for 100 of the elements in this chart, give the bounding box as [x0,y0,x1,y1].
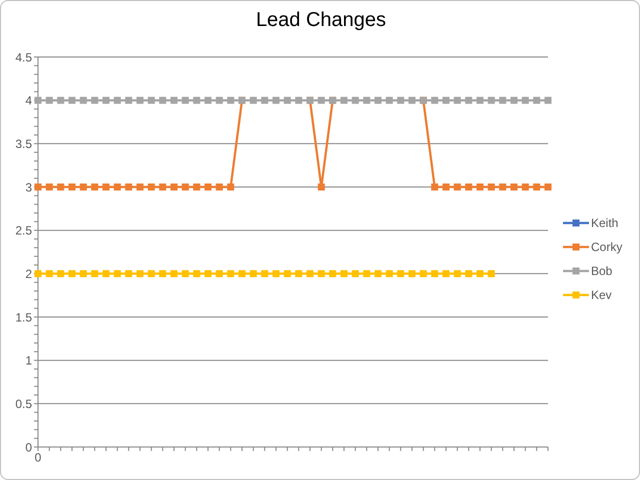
point [136,96,144,104]
point [488,270,495,278]
point [476,184,484,190]
point [318,270,325,278]
point [544,96,552,104]
point [68,96,76,104]
point [91,270,98,278]
point [295,96,302,104]
point [170,270,178,278]
point [386,96,393,104]
point [284,270,291,278]
point [46,184,53,190]
point [318,184,325,190]
point [533,96,540,104]
point [329,270,336,278]
point [136,184,144,190]
point [454,184,461,190]
point [374,270,382,278]
point [204,270,212,278]
point [465,184,472,190]
point [170,96,178,104]
point [306,270,314,278]
point [46,96,53,104]
point [431,96,438,104]
point [363,270,370,278]
point [488,184,495,190]
point [68,270,76,278]
point [431,270,438,278]
point [261,96,268,104]
point [193,96,200,104]
y-tick-label: 2.5 [15,224,32,238]
point [125,184,132,190]
point [159,96,166,104]
y-tick-label: 0 [25,440,32,454]
legend-label: Bob [591,264,612,278]
point [318,96,325,104]
y-tick-label: 2 [25,266,32,281]
point [68,184,76,190]
y-tick-label: 1.5 [15,310,32,324]
point [193,184,200,190]
point [136,270,144,278]
point [159,270,166,278]
point [114,270,121,278]
point [148,270,155,278]
point [340,96,348,104]
point [408,270,416,278]
point [182,96,189,104]
point [284,96,291,104]
y-tick-label: 3 [25,180,32,194]
point [352,96,359,104]
point [454,270,461,278]
legend-label: Corky [591,240,622,254]
point [125,96,132,104]
point [544,184,552,190]
point [352,270,359,278]
y-tick-label: 0.5 [15,396,32,411]
point [80,184,87,190]
point [454,96,461,104]
point [170,184,178,190]
point [408,96,416,104]
point [510,96,518,104]
point [295,270,302,278]
point [216,96,223,104]
point [125,270,132,278]
point [227,184,234,190]
point [442,96,450,104]
point [476,270,484,278]
point [238,270,246,278]
point [272,96,280,104]
point [204,184,212,190]
y-tick-label: 1 [25,354,32,368]
point [250,96,257,104]
point [476,96,484,104]
point [374,96,382,104]
point [80,96,87,104]
point [159,184,166,190]
y-tick-label: 3.5 [15,136,32,151]
point [80,270,87,278]
point [340,270,348,278]
point [442,270,450,278]
point [148,184,155,190]
point [193,270,200,278]
point [363,96,370,104]
y-tick-label: 4.5 [15,50,32,64]
point [102,96,110,104]
point [499,96,506,104]
point [420,270,427,278]
legend-label: Kev [591,288,612,302]
point [57,184,64,190]
point [57,270,64,278]
point [250,270,257,278]
point [227,270,234,278]
point [91,96,98,104]
point [204,96,212,104]
point [102,270,110,278]
point [227,96,234,104]
point [533,184,540,190]
point [91,184,98,190]
point [57,96,64,104]
chart-title: Lead Changes [254,9,388,32]
